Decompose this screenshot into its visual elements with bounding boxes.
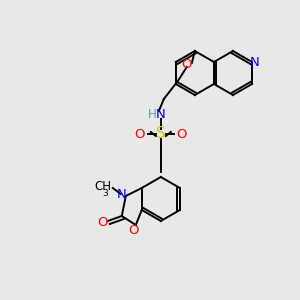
Text: 3: 3 — [102, 188, 108, 197]
Text: O: O — [182, 58, 192, 70]
Text: N: N — [156, 107, 166, 121]
Text: N: N — [117, 188, 127, 200]
Text: O: O — [98, 215, 108, 229]
Text: H: H — [148, 107, 156, 121]
Text: S: S — [156, 127, 166, 142]
Text: O: O — [177, 128, 187, 140]
Text: N: N — [250, 56, 260, 68]
Text: O: O — [128, 224, 139, 236]
Text: O: O — [135, 128, 145, 140]
Text: CH: CH — [94, 181, 111, 194]
